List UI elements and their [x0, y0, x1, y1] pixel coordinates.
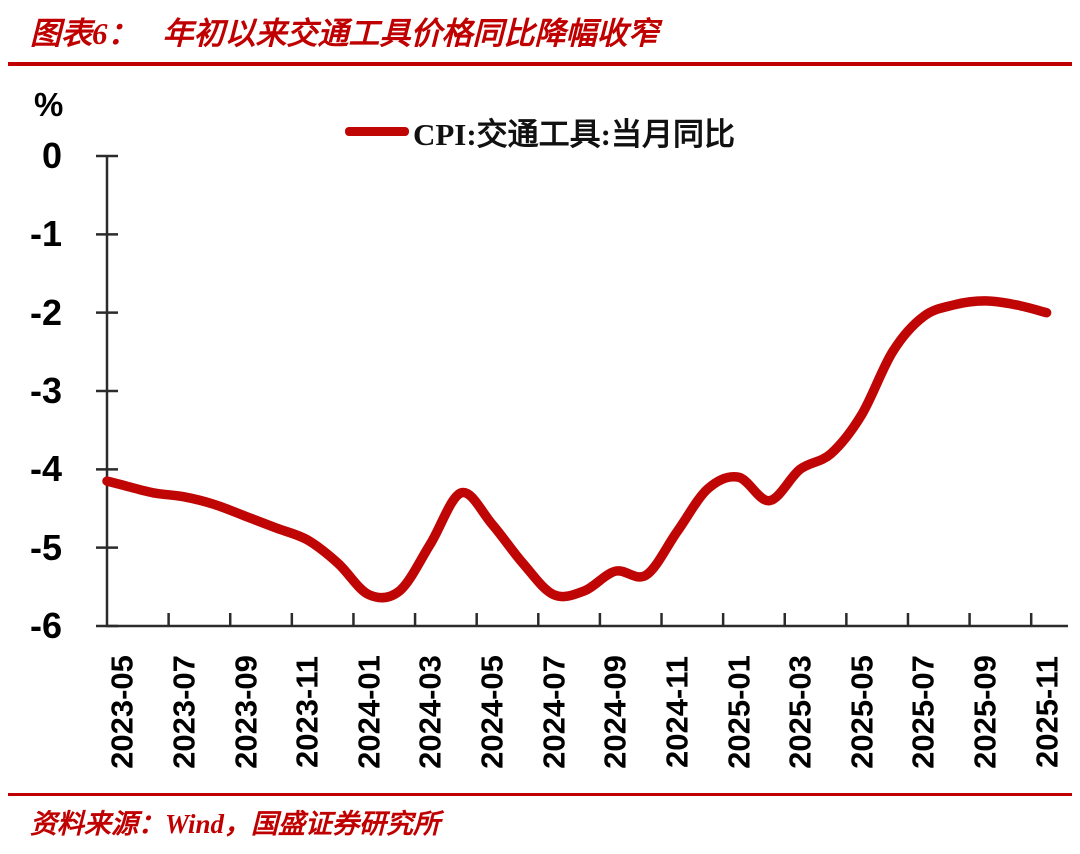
x-tick-label: 2025-11 [1029, 655, 1065, 769]
x-tick-label: 2025-03 [782, 655, 818, 769]
y-tick-label: -3 [29, 370, 62, 411]
x-tick-label: 2024-11 [659, 655, 695, 769]
legend-series-label: CPI:交通工具:当月同比 [412, 117, 736, 152]
y-tick-label: -2 [29, 291, 62, 333]
x-tick-label: 2024-09 [597, 655, 633, 769]
x-tick-label: 2024-01 [351, 655, 387, 769]
cpi-series-line [102, 296, 1052, 603]
x-tick-label: 2025-05 [844, 655, 880, 769]
figure-title-row: 图表6： 年初以来交通工具价格同比降幅收窄 [30, 8, 659, 53]
figure-title: 年初以来交通工具价格同比降幅收窄 [162, 16, 659, 51]
chart-legend: CPI:交通工具:当月同比 [0, 109, 1080, 154]
source-note: 资料来源：Wind，国盛证券研究所 [30, 809, 441, 839]
x-tick-label: 2024-05 [474, 655, 510, 769]
x-tick-label: 2025-07 [905, 655, 941, 769]
x-tick-label: 2024-07 [536, 655, 572, 769]
y-tick-label: -4 [29, 448, 62, 490]
y-tick-label: -5 [29, 526, 62, 568]
x-tick-label: 2023-11 [289, 655, 325, 769]
x-tick-label: 2025-09 [967, 655, 1003, 769]
legend-line-swatch [344, 127, 409, 136]
x-tick-label: 2023-09 [228, 655, 264, 769]
y-tick-label: -6 [29, 605, 62, 646]
x-tick-label: 2023-05 [104, 655, 140, 769]
axis-ticks [96, 154, 1033, 628]
x-tick-label: 2024-03 [412, 655, 448, 769]
y-tick-label: -1 [29, 213, 62, 255]
x-tick-label: 2023-07 [166, 655, 202, 769]
y-tick-label: 0 [41, 135, 62, 176]
y-axis-unit-label: % [34, 86, 64, 123]
figure-number-label: 图表6： [30, 16, 139, 51]
top-divider-rule [8, 62, 1072, 66]
x-tick-label: 2025-01 [721, 655, 757, 769]
bottom-divider-rule [8, 793, 1072, 796]
